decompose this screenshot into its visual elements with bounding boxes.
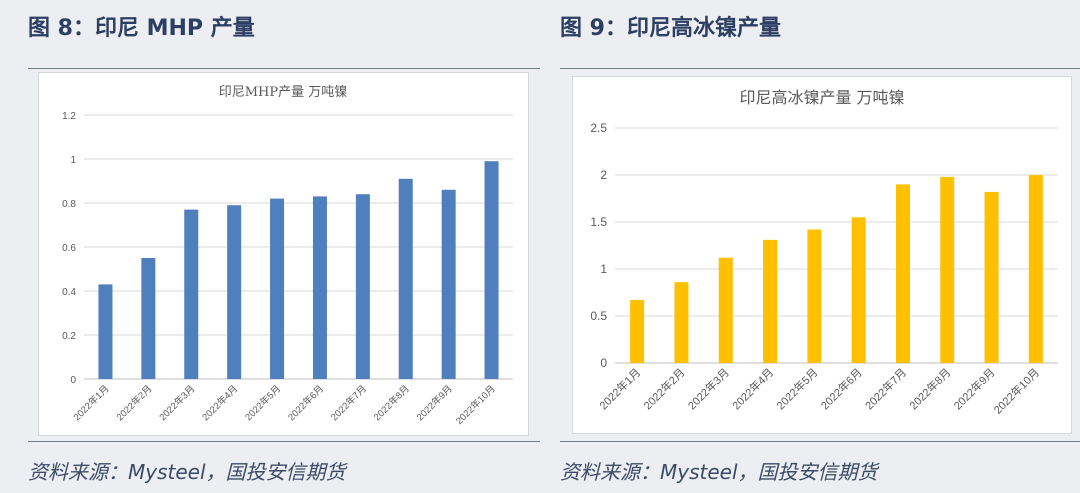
x-tick-label: 2022年10月 — [453, 383, 497, 427]
chart-container: 印尼高冰镍产量 万吨镍 0 0.5 1 1.5 2 2.5 2022年1月 2022年2月 20… — [572, 76, 1072, 434]
x-tick-label: 2022年4月 — [729, 365, 776, 412]
chart-container: 印尼MHP产量 万吨镍 0 0.2 0.4 0.6 0.8 1 1.2 2022年1月 2022… — [38, 72, 529, 436]
x-tick-label: 2022年1月 — [596, 365, 643, 412]
source-note: 资料来源：Mysteel，国投安信期货 — [560, 460, 878, 484]
y-tick-label: 0.8 — [62, 199, 76, 210]
bar — [674, 282, 689, 363]
y-tick-label: 2 — [600, 168, 607, 182]
bar — [441, 189, 456, 379]
figure-9: 图 9：印尼高冰镍产量 印尼高冰镍产量 万吨镍 0 0.5 1 1.5 2 2.5 2022… — [560, 0, 1080, 493]
bar — [270, 198, 285, 379]
x-tick-label: 2022年6月 — [818, 365, 865, 412]
y-tick-label: 1.5 — [590, 215, 607, 229]
x-tick-label: 2022年7月 — [862, 365, 909, 412]
x-tick-label: 2022年2月 — [114, 383, 155, 424]
bar — [227, 205, 242, 379]
y-tick-label: 1.2 — [62, 111, 76, 122]
bar — [1028, 175, 1043, 363]
x-tick-label: 2022年6月 — [285, 383, 326, 424]
bar — [984, 191, 999, 363]
y-tick-label: 1 — [70, 155, 76, 166]
bar — [141, 258, 156, 379]
x-tick-label: 2022年1月 — [71, 383, 112, 424]
y-tick-label: 0.4 — [62, 287, 76, 298]
top-rule — [28, 68, 540, 69]
x-tick-label: 2022年2月 — [640, 365, 687, 412]
y-tick-label: 0.6 — [62, 243, 76, 254]
bar — [718, 257, 733, 363]
y-tick-label: 1 — [600, 262, 607, 276]
y-tick-label: 2.5 — [590, 121, 607, 135]
bar — [895, 184, 910, 363]
bar — [807, 229, 822, 363]
bar — [184, 209, 199, 379]
bar — [851, 217, 866, 363]
figure-8: 图 8：印尼 MHP 产量 印尼MHP产量 万吨镍 0 0.2 0.4 0.6 0.8 1… — [28, 16, 540, 484]
bottom-rule — [560, 441, 1080, 442]
x-tick-label: 2022年8月 — [906, 365, 953, 412]
x-tick-label: 2022年4月 — [200, 383, 241, 424]
x-tick-label: 2022年3月 — [157, 383, 198, 424]
figure-heading: 图 8：印尼 MHP 产量 — [28, 16, 255, 41]
x-tick-label: 2022年5月 — [773, 365, 820, 412]
x-tick-label: 2022年3月 — [685, 365, 732, 412]
figure-heading: 图 9：印尼高冰镍产量 — [560, 16, 781, 41]
x-tick-label: 2022年9月 — [414, 383, 455, 424]
bar — [484, 161, 499, 379]
y-tick-label: 0.2 — [62, 331, 76, 342]
bar — [630, 300, 645, 363]
x-tick-label: 2022年9月 — [951, 365, 998, 412]
y-tick-label: 0 — [600, 356, 607, 370]
bar — [940, 176, 955, 363]
high-matte-bar-chart: 印尼高冰镍产量 万吨镍 00.511.522.52022年1月2022年2月20… — [590, 88, 1058, 417]
y-tick-label: 0.5 — [590, 309, 607, 323]
chart-title: 印尼高冰镍产量 万吨镍 — [739, 88, 904, 107]
top-rule — [560, 68, 1080, 69]
chart-title: 印尼MHP产量 万吨镍 — [219, 85, 348, 100]
x-tick-label: 2022年7月 — [328, 383, 369, 424]
bar — [398, 178, 413, 379]
y-tick-label: 0 — [70, 375, 76, 386]
bar — [763, 239, 778, 363]
x-tick-label: 2022年10月 — [991, 365, 1042, 416]
x-tick-label: 2022年8月 — [371, 383, 412, 424]
x-tick-label: 2022年5月 — [243, 383, 284, 424]
bar — [355, 194, 370, 379]
bar — [312, 196, 327, 379]
source-note: 资料来源：Mysteel，国投安信期货 — [28, 460, 346, 484]
bar — [98, 284, 113, 379]
bottom-rule — [28, 441, 540, 442]
